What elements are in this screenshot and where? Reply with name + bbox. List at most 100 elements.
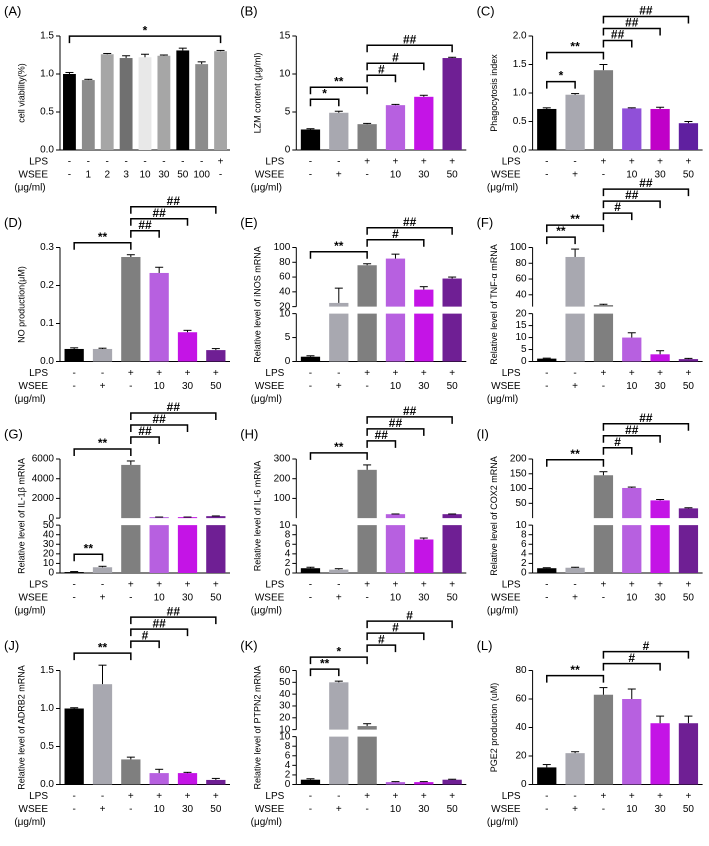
row-value: 50	[177, 170, 189, 181]
row-value: 50	[210, 804, 222, 815]
y-tick-label: 0	[521, 568, 527, 579]
significance-bracket	[309, 86, 368, 95]
significance-bracket	[602, 200, 661, 209]
bar	[650, 108, 670, 150]
significance-bracket	[366, 428, 425, 436]
row-value: 100	[193, 170, 210, 181]
bar	[565, 94, 585, 150]
row-value: -	[309, 381, 312, 392]
row-value: +	[421, 157, 427, 168]
y-tick-label: 2	[285, 558, 291, 569]
y-tick-label: 10	[279, 724, 291, 735]
row-value: -	[545, 804, 548, 815]
row-label: WSEE	[491, 804, 521, 815]
row-value: -	[87, 157, 90, 168]
significance-label: ##	[403, 404, 417, 418]
significance-bracket	[602, 27, 661, 36]
row-value: +	[449, 791, 455, 802]
y-tick-label: 80	[515, 258, 527, 269]
bar	[121, 257, 141, 362]
bar	[329, 569, 349, 573]
y-tick-label: 100	[510, 242, 527, 253]
y-tick-label: 1.5	[40, 31, 54, 42]
bar	[442, 779, 462, 785]
row-value: +	[213, 791, 219, 802]
row-value: -	[545, 580, 548, 591]
y-tick-label: 30	[279, 701, 291, 712]
y-tick-label: 4000	[32, 473, 55, 484]
significance-label: ##	[138, 218, 152, 232]
row-label: WSEE	[255, 593, 285, 604]
y-tick-label: 4	[521, 548, 527, 559]
row-value: +	[657, 368, 663, 379]
y-tick-label: 200	[274, 473, 291, 484]
significance-label: ##	[639, 4, 653, 18]
bar	[678, 723, 699, 785]
y-tick-label: 15	[515, 320, 527, 331]
significance-label: #	[643, 639, 650, 653]
bar	[593, 305, 614, 362]
bar	[385, 782, 406, 785]
row-value: +	[449, 157, 455, 168]
row-value: -	[106, 157, 109, 168]
y-axis-label: Relative level of TNF-α mRNA	[489, 244, 499, 365]
significance-bracket	[602, 434, 661, 443]
row-label: LPS	[29, 580, 48, 591]
row-value: 10	[390, 593, 402, 604]
row-value: -	[602, 804, 605, 815]
row-value: +	[572, 804, 578, 815]
row-value: +	[185, 580, 191, 591]
bar	[593, 70, 614, 150]
bar	[537, 358, 557, 362]
row-value: 10	[626, 381, 638, 392]
row-value: 30	[158, 170, 170, 181]
significance-bracket	[73, 448, 132, 456]
row-label: WSEE	[491, 170, 521, 181]
significance-bracket	[366, 44, 453, 53]
y-tick-label: 0	[285, 145, 291, 156]
row-value: 50	[447, 804, 459, 815]
row-value: +	[629, 580, 635, 591]
significance-bracket	[309, 251, 368, 259]
row-value: +	[156, 791, 162, 802]
row-label: WSEE	[19, 804, 49, 815]
bar	[176, 50, 190, 150]
row-label: WSEE	[19, 381, 49, 392]
y-tick-label: 0	[521, 356, 527, 367]
row-value: 30	[655, 593, 667, 604]
row-value: -	[309, 170, 312, 181]
significance-label: **	[334, 74, 344, 88]
y-tick-label: 30	[43, 539, 55, 550]
y-tick-label: 8	[521, 529, 527, 540]
y-tick-label: 10	[279, 520, 291, 531]
y-tick-label: 8	[285, 741, 291, 752]
y-tick-label: 6	[521, 539, 527, 550]
row-unit: (μg/ml)	[14, 183, 45, 194]
y-tick-label: 100	[274, 493, 291, 504]
row-value: -	[72, 368, 75, 379]
bar	[565, 753, 585, 785]
row-value: +	[601, 157, 607, 168]
significance-bracket	[602, 15, 690, 24]
row-unit: (μg/ml)	[487, 394, 518, 405]
row-value: -	[365, 170, 368, 181]
significance-bracket	[130, 424, 189, 432]
row-unit: (μg/ml)	[487, 817, 518, 828]
significance-bracket	[130, 229, 160, 238]
y-tick-label: 0.5	[513, 116, 527, 127]
axis-break	[533, 306, 704, 314]
row-value: -	[337, 791, 340, 802]
row-value: 1	[86, 170, 92, 181]
bar	[149, 517, 169, 573]
row-value: +	[128, 580, 134, 591]
row-value: -	[365, 593, 368, 604]
row-value: -	[101, 791, 104, 802]
y-tick-label: 0	[285, 779, 291, 790]
bar	[622, 108, 642, 150]
significance-bracket	[130, 412, 217, 420]
row-value: -	[143, 157, 146, 168]
row-value: -	[129, 593, 132, 604]
bar	[177, 773, 198, 785]
y-tick-label: 50	[43, 520, 55, 531]
